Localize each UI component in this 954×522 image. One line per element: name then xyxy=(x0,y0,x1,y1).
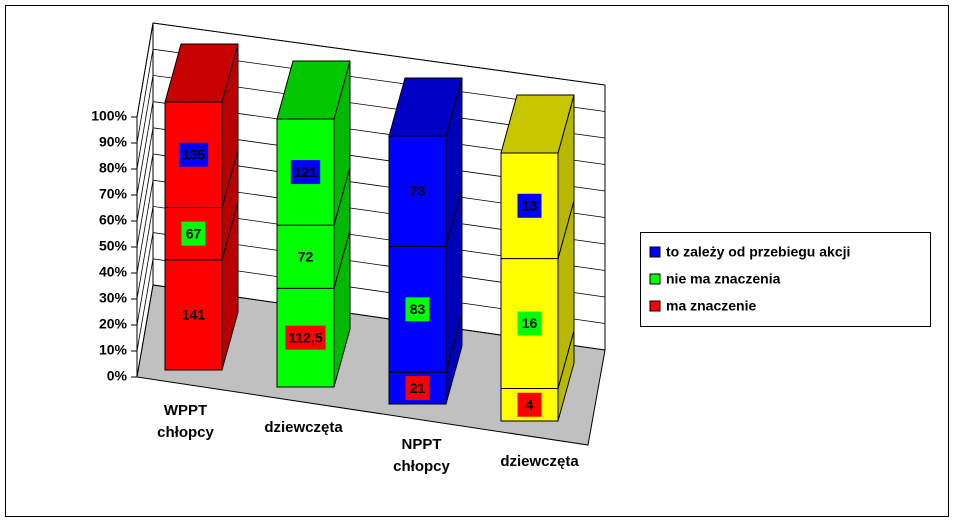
data-label-box xyxy=(178,142,209,167)
y-tick-label: 40% xyxy=(99,264,128,280)
bar-top xyxy=(388,77,463,137)
data-label: 121 xyxy=(294,164,318,180)
y-tick-label: 10% xyxy=(99,342,128,358)
legend-swatch xyxy=(649,246,661,258)
data-label: 83 xyxy=(410,301,426,317)
data-label-box xyxy=(405,297,430,322)
data-label-box xyxy=(517,311,542,336)
data-label: 16 xyxy=(522,315,538,331)
data-label: 13 xyxy=(522,197,538,213)
data-label: 4 xyxy=(526,396,534,412)
data-label: 67 xyxy=(186,225,202,241)
data-label-box xyxy=(293,244,318,269)
y-tick-label: 80% xyxy=(99,160,128,176)
data-label-box xyxy=(405,376,430,401)
data-label-box xyxy=(290,160,321,185)
x-tick-label: dziewczęta xyxy=(264,419,343,436)
data-label-box xyxy=(517,392,542,417)
y-tick-label: 30% xyxy=(99,290,128,306)
x-tick-label: WPPT chłopcy xyxy=(157,402,214,441)
legend-swatch xyxy=(649,273,661,285)
y-tick-label: 60% xyxy=(99,212,128,228)
y-tick-label: 70% xyxy=(99,186,128,202)
data-label-box xyxy=(517,193,542,218)
data-label-box xyxy=(181,221,206,246)
data-label-box xyxy=(178,302,209,327)
data-label: 73 xyxy=(410,183,426,199)
y-tick-label: 90% xyxy=(99,134,128,150)
legend-label: ma znaczenie xyxy=(666,298,756,314)
bar-top xyxy=(500,94,575,154)
data-label-box xyxy=(405,179,430,204)
data-label: 112,5 xyxy=(288,329,322,345)
y-tick-label: 0% xyxy=(107,368,128,384)
x-tick-label: dziewczęta xyxy=(500,453,579,470)
data-label-box xyxy=(285,325,326,350)
grid-line xyxy=(136,22,606,118)
legend xyxy=(640,232,931,327)
y-tick-label: 100% xyxy=(91,108,127,124)
y-tick-label: 50% xyxy=(99,238,128,254)
legend-swatch xyxy=(649,300,661,312)
bar-top xyxy=(164,43,239,103)
data-label: 21 xyxy=(410,380,426,396)
legend-label: nie ma znaczenia xyxy=(666,271,781,287)
data-label: 135 xyxy=(182,146,206,162)
data-label: 72 xyxy=(298,248,314,264)
data-label: 141 xyxy=(182,307,206,323)
bar-top xyxy=(276,60,351,120)
legend-label: to zależy od przebiegu akcji xyxy=(666,244,850,260)
y-tick-label: 20% xyxy=(99,316,128,332)
x-tick-label: NPPT chłopcy xyxy=(393,436,450,475)
